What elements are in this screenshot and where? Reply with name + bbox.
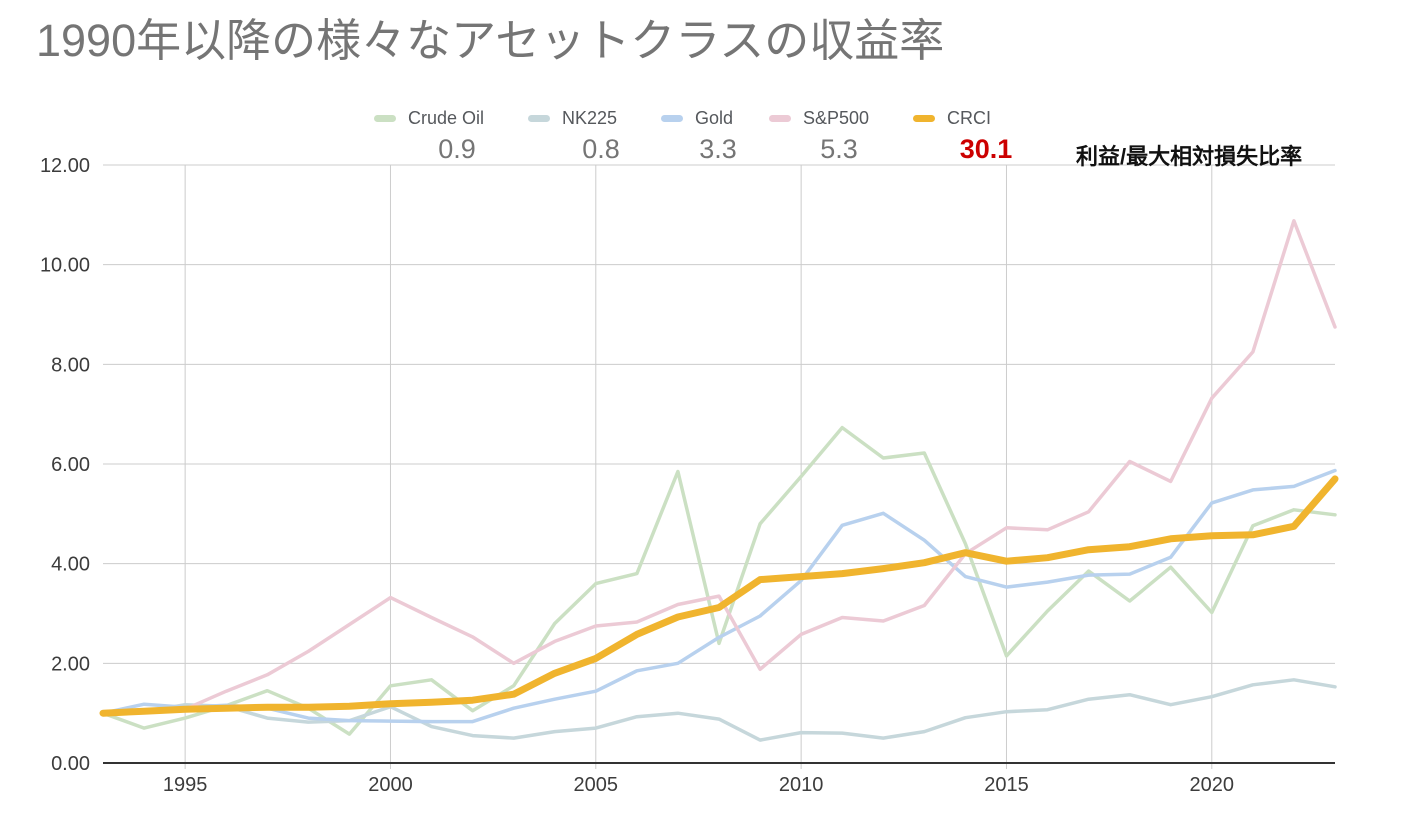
series-line-crci	[99, 475, 1339, 717]
legend-swatch-crude-oil	[374, 114, 396, 122]
x-axis-tick-label: 2015	[984, 774, 1029, 796]
series-line-nk225	[101, 678, 1337, 742]
legend-item-gold: Gold	[661, 108, 733, 128]
x-axis-tick-label: 2000	[368, 774, 413, 796]
legend-label: S&P500	[803, 108, 870, 128]
y-axis-tick-label: 2.00	[51, 653, 90, 675]
x-axis-tick-label: 2010	[779, 774, 824, 796]
legend-label: Gold	[695, 108, 734, 128]
legend-item-crude-oil: Crude Oil	[374, 108, 484, 128]
legend-swatch-nk225	[528, 114, 550, 122]
series-line-s-p500	[101, 219, 1337, 715]
legend-item-crci: CRCI	[913, 108, 991, 128]
ratio-label: 利益/最大相対損失比率	[1076, 144, 1303, 169]
legend-label: Crude Oil	[408, 108, 485, 128]
y-axis-tick-label: 10.00	[40, 255, 90, 277]
y-axis-tick-label: 8.00	[51, 354, 90, 376]
ratio-value-crci: 30.1	[959, 134, 1013, 164]
legend-swatch-gold	[661, 114, 683, 122]
chart-title: 1990年以降の様々なアセットクラスの収益率	[36, 15, 945, 66]
x-axis-tick-label: 2005	[574, 774, 619, 796]
series-line-gold	[101, 468, 1337, 724]
y-axis-tick-label: 6.00	[51, 454, 90, 476]
legend-item-s-p500: S&P500	[769, 108, 869, 128]
series-line-crude-oil	[101, 425, 1337, 736]
y-axis-tick-label: 12.00	[40, 155, 90, 177]
ratio-value-nk225: 0.8	[582, 134, 620, 164]
legend-swatch-crci	[913, 114, 935, 122]
y-axis-tick-label: 4.00	[51, 554, 90, 576]
legend-item-nk225: NK225	[528, 108, 617, 128]
legend-label: NK225	[562, 108, 618, 128]
x-axis-tick-label: 2020	[1190, 774, 1235, 796]
ratio-value-crude-oil: 0.9	[438, 134, 476, 164]
legend-label: CRCI	[947, 108, 991, 128]
y-axis-tick-label: 0.00	[51, 753, 90, 775]
ratio-value-gold: 3.3	[699, 134, 737, 164]
legend-swatch-s-p500	[769, 114, 791, 122]
ratio-value-s-p500: 5.3	[820, 134, 858, 164]
x-axis-tick-label: 1995	[163, 774, 208, 796]
